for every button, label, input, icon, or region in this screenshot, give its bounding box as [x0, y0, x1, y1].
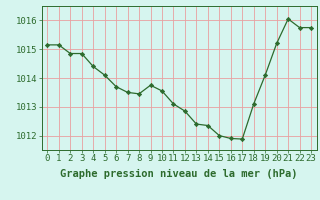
X-axis label: Graphe pression niveau de la mer (hPa): Graphe pression niveau de la mer (hPa): [60, 169, 298, 179]
